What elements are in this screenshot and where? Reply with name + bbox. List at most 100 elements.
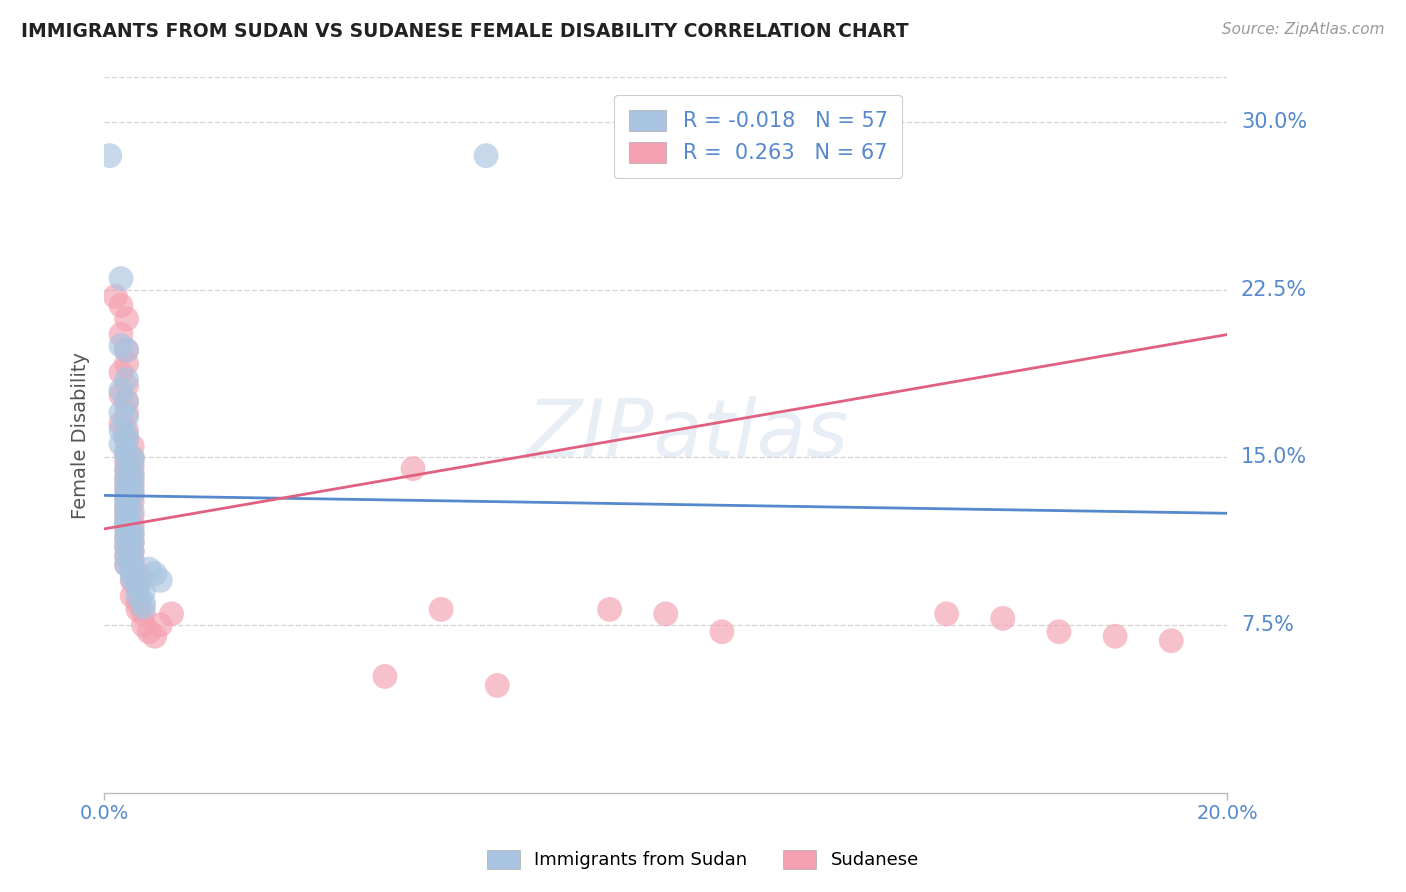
Point: [127, 580, 149, 594]
Point: [121, 571, 143, 585]
Text: ZIPatlas: ZIPatlas: [527, 396, 849, 474]
Point: [402, 461, 425, 475]
Point: [121, 544, 143, 558]
Point: [110, 298, 132, 312]
Point: [115, 540, 138, 554]
Point: [121, 466, 143, 480]
Point: [115, 424, 138, 438]
Point: [138, 562, 160, 576]
Point: [599, 602, 621, 616]
Point: [115, 461, 138, 475]
Point: [115, 522, 138, 536]
Point: [115, 483, 138, 498]
Point: [160, 607, 183, 621]
Point: [143, 629, 166, 643]
Point: [121, 553, 143, 567]
Point: [115, 526, 138, 541]
Point: [115, 379, 138, 393]
Point: [115, 491, 138, 505]
Point: [149, 574, 172, 588]
Point: [121, 517, 143, 532]
Point: [115, 540, 138, 554]
Point: [475, 149, 498, 163]
Point: [115, 558, 138, 572]
Text: Source: ZipAtlas.com: Source: ZipAtlas.com: [1222, 22, 1385, 37]
Point: [121, 486, 143, 500]
Point: [486, 678, 509, 692]
Point: [121, 589, 143, 603]
Point: [121, 522, 143, 536]
Point: [1104, 629, 1126, 643]
Point: [115, 558, 138, 572]
Point: [710, 624, 733, 639]
Point: [121, 450, 143, 465]
Point: [121, 526, 143, 541]
Point: [115, 517, 138, 532]
Point: [115, 470, 138, 484]
Point: [110, 406, 132, 420]
Point: [115, 482, 138, 496]
Point: [110, 271, 132, 285]
Point: [121, 504, 143, 518]
Point: [110, 388, 132, 402]
Point: [121, 574, 143, 588]
Text: 7.5%: 7.5%: [1241, 615, 1294, 635]
Point: [127, 566, 149, 581]
Point: [132, 607, 155, 621]
Point: [115, 343, 138, 358]
Point: [121, 473, 143, 487]
Point: [115, 533, 138, 548]
Point: [121, 488, 143, 502]
Text: IMMIGRANTS FROM SUDAN VS SUDANESE FEMALE DISABILITY CORRELATION CHART: IMMIGRANTS FROM SUDAN VS SUDANESE FEMALE…: [21, 22, 908, 41]
Point: [110, 417, 132, 431]
Point: [115, 450, 138, 465]
Point: [121, 508, 143, 523]
Point: [127, 575, 149, 590]
Point: [115, 515, 138, 529]
Point: [121, 482, 143, 496]
Point: [823, 149, 845, 163]
Point: [115, 433, 138, 447]
Point: [115, 473, 138, 487]
Point: [132, 596, 155, 610]
Point: [121, 544, 143, 558]
Point: [115, 443, 138, 458]
Point: [655, 607, 678, 621]
Point: [132, 600, 155, 615]
Point: [115, 406, 138, 420]
Point: [115, 343, 138, 358]
Point: [121, 562, 143, 576]
Point: [121, 439, 143, 453]
Point: [121, 450, 143, 465]
Point: [121, 528, 143, 542]
Point: [121, 562, 143, 576]
Point: [115, 372, 138, 386]
Point: [115, 549, 138, 563]
Point: [110, 327, 132, 342]
Point: [1047, 624, 1070, 639]
Text: 30.0%: 30.0%: [1241, 112, 1308, 132]
Point: [1160, 633, 1182, 648]
Point: [935, 607, 957, 621]
Point: [127, 602, 149, 616]
Point: [127, 596, 149, 610]
Point: [115, 500, 138, 514]
Point: [121, 535, 143, 549]
Point: [115, 428, 138, 442]
Point: [115, 410, 138, 425]
Point: [115, 510, 138, 524]
Point: [149, 618, 172, 632]
Point: [104, 289, 127, 303]
Point: [121, 459, 143, 474]
Text: 15.0%: 15.0%: [1241, 448, 1308, 467]
Point: [115, 394, 138, 409]
Point: [115, 513, 138, 527]
Point: [115, 549, 138, 563]
Point: [430, 602, 453, 616]
Point: [110, 384, 132, 398]
Point: [115, 504, 138, 518]
Point: [115, 506, 138, 520]
Point: [110, 366, 132, 380]
Point: [115, 455, 138, 469]
Point: [115, 311, 138, 326]
